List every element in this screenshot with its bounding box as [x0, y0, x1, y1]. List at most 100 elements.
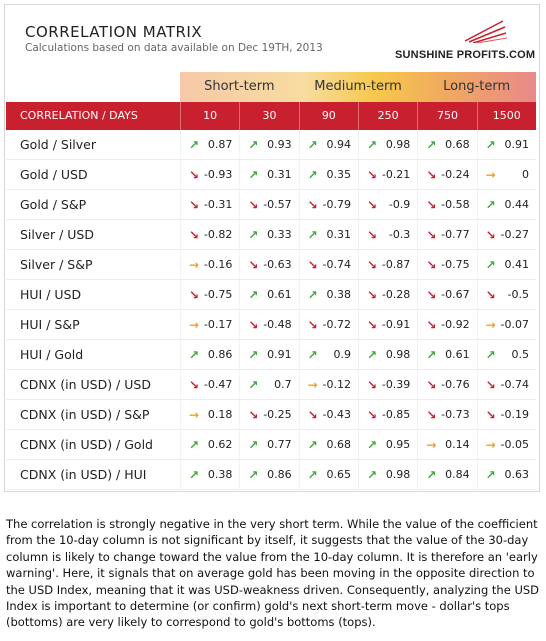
- correlation-value: 0.98: [385, 348, 411, 361]
- correlation-value: -0.25: [263, 408, 292, 421]
- page-title: CORRELATION MATRIX: [25, 23, 203, 41]
- correlation-value: -0.75: [441, 258, 470, 271]
- arrow-right-icon: →: [426, 437, 437, 452]
- correlation-value: 0.9: [333, 348, 351, 361]
- correlation-value: -0.48: [263, 318, 292, 331]
- correlation-value: 0.63: [504, 468, 529, 481]
- arrow-down-right-icon: ↘: [426, 257, 437, 272]
- correlation-cell: ↘ -0.3: [357, 220, 417, 249]
- correlation-value: -0.27: [500, 228, 529, 241]
- correlation-cell: ↗ 0.41: [476, 250, 536, 279]
- arrow-down-right-icon: ↘: [426, 377, 437, 392]
- correlation-cell: ↗ 0.94: [298, 130, 358, 159]
- table-row: CDNX (in USD) / Gold ↗ 0.62 ↗ 0.77 ↗ 0.68 ↗ 0.95…: [6, 430, 536, 460]
- column-header: 1500: [476, 102, 536, 130]
- correlation-cell: ↘ -0.77: [417, 220, 476, 249]
- correlation-cell: → -0.07: [476, 310, 536, 339]
- arrow-right-icon: →: [189, 317, 200, 332]
- period-medium-term: Medium-term: [314, 79, 402, 94]
- correlation-value: -0.74: [500, 378, 529, 391]
- arrow-right-icon: →: [189, 407, 200, 422]
- row-label: Gold / S&P: [20, 197, 87, 212]
- correlation-cell: ↘ -0.73: [417, 400, 476, 429]
- arrow-down-right-icon: ↘: [189, 287, 200, 302]
- arrow-up-right-icon: ↗: [248, 227, 259, 242]
- arrow-down-right-icon: ↘: [366, 407, 378, 422]
- correlation-cell: ↗ 0.38: [298, 280, 358, 309]
- correlation-value: 0.86: [207, 348, 233, 361]
- correlation-value: 0.7: [274, 378, 292, 391]
- correlation-cell: ↗ 0.68: [298, 430, 358, 459]
- correlation-cell: ↘ -0.74: [476, 370, 536, 399]
- row-label: Silver / S&P: [20, 257, 93, 272]
- correlation-cell: ↗ 0.91: [239, 340, 298, 369]
- correlation-value: 0.65: [326, 468, 351, 481]
- correlation-value: 0: [521, 168, 529, 181]
- arrow-down-right-icon: ↘: [248, 257, 259, 272]
- table-row: Gold / Silver ↗ 0.87 ↗ 0.93 ↗ 0.94 ↗ 0.98 ↗ 0.68 ↗ 0…: [6, 130, 536, 160]
- correlation-value: -0.85: [381, 408, 411, 421]
- correlation-cell: ↗ 0.31: [298, 220, 358, 249]
- correlation-value: -0.87: [381, 258, 411, 271]
- correlation-cell: ↗ 0.9: [298, 340, 358, 369]
- arrow-down-right-icon: ↘: [189, 377, 200, 392]
- correlation-value: 0.62: [207, 438, 233, 451]
- arrow-down-right-icon: ↘: [307, 317, 318, 332]
- table-row: CDNX (in USD) / S&P → 0.18 ↘ -0.25 ↘ -0.43 ↘ -0.…: [6, 400, 536, 430]
- correlation-cell: ↗ 0.77: [239, 430, 298, 459]
- sun-rays-icon: [464, 20, 507, 43]
- correlation-value: 0.61: [445, 348, 470, 361]
- correlation-value: 0.33: [267, 228, 292, 241]
- arrow-up-right-icon: ↗: [366, 137, 378, 152]
- arrow-down-right-icon: ↘: [485, 227, 496, 242]
- arrow-down-right-icon: ↘: [426, 287, 437, 302]
- correlation-value: -0.07: [500, 318, 529, 331]
- correlation-value: 0.93: [267, 138, 292, 151]
- correlation-cell: ↘ -0.57: [239, 190, 298, 219]
- correlation-cell: ↘ -0.58: [417, 190, 476, 219]
- arrow-down-right-icon: ↘: [485, 287, 496, 302]
- correlation-cell: ↗ 0.98: [357, 340, 417, 369]
- arrow-up-right-icon: ↗: [248, 467, 259, 482]
- row-label: CDNX (in USD) / S&P: [20, 407, 150, 422]
- correlation-cell: ↘ -0.75: [417, 250, 476, 279]
- correlation-cell: ↗ 0.86: [180, 340, 239, 369]
- correlation-cell: ↘ -0.21: [357, 160, 417, 189]
- arrow-up-right-icon: ↗: [485, 347, 496, 362]
- arrow-up-right-icon: ↗: [426, 467, 437, 482]
- arrow-down-right-icon: ↘: [366, 257, 378, 272]
- arrow-up-right-icon: ↗: [307, 167, 318, 182]
- arrow-down-right-icon: ↘: [189, 227, 200, 242]
- correlation-value: 0.91: [267, 348, 292, 361]
- correlation-cell: ↗ 0.31: [239, 160, 298, 189]
- correlation-cell: → -0.16: [180, 250, 239, 279]
- row-label: Gold / Silver: [20, 137, 97, 152]
- correlation-cell: ↗ 0.33: [239, 220, 298, 249]
- correlation-value: -0.58: [441, 198, 470, 211]
- arrow-up-right-icon: ↗: [307, 437, 318, 452]
- correlation-value: -0.28: [381, 288, 411, 301]
- correlation-cell: ↘ -0.92: [417, 310, 476, 339]
- correlation-cell: ↗ 0.35: [298, 160, 358, 189]
- arrow-up-right-icon: ↗: [426, 347, 437, 362]
- correlation-value: -0.19: [500, 408, 529, 421]
- correlation-value: -0.73: [441, 408, 470, 421]
- row-label: Silver / USD: [20, 227, 94, 242]
- arrow-up-right-icon: ↗: [189, 347, 200, 362]
- correlation-cell: ↗ 0.63: [476, 460, 536, 489]
- correlation-cell: ↘ -0.24: [417, 160, 476, 189]
- correlation-cell: ↘ -0.87: [357, 250, 417, 279]
- arrow-down-right-icon: ↘: [307, 407, 318, 422]
- correlation-value: -0.91: [381, 318, 411, 331]
- correlation-cell: → -0.17: [180, 310, 239, 339]
- correlation-cell: ↘ -0.43: [298, 400, 358, 429]
- arrow-down-right-icon: ↘: [426, 317, 437, 332]
- correlation-cell: → -0.12: [298, 370, 358, 399]
- correlation-value: -0.39: [381, 378, 411, 391]
- arrow-down-right-icon: ↘: [366, 317, 378, 332]
- arrow-down-right-icon: ↘: [189, 197, 200, 212]
- correlation-value: -0.57: [263, 198, 292, 211]
- correlation-value: -0.82: [203, 228, 233, 241]
- table-row: Gold / S&P ↘ -0.31 ↘ -0.57 ↘ -0.79 ↘ -0.9 ↘ -0.58 ↗…: [6, 190, 536, 220]
- arrow-down-right-icon: ↘: [248, 197, 259, 212]
